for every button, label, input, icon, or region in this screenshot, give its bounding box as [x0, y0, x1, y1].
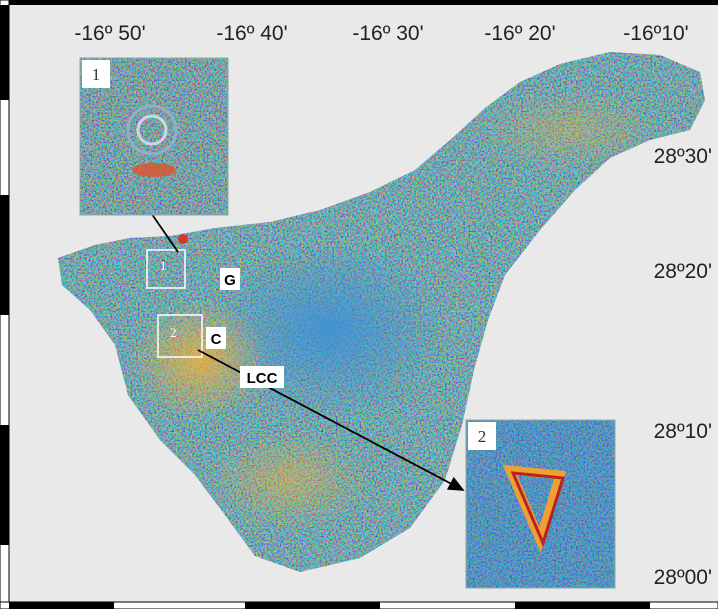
- longitude-label: -16º 50': [74, 22, 145, 45]
- zoom-box-label: 1: [160, 258, 167, 273]
- longitude-label: -16º 30': [352, 22, 423, 45]
- inset-label: 1: [92, 65, 101, 84]
- site-label: C: [211, 331, 222, 348]
- latitude-label: 28º20': [654, 260, 712, 283]
- latitude-label: 28º00': [654, 566, 712, 589]
- inset-label: 2: [478, 427, 487, 446]
- site-label: G: [224, 272, 236, 289]
- latitude-label: 28º10': [654, 420, 712, 443]
- marker: [178, 234, 188, 244]
- longitude-label: -16º10': [623, 22, 688, 45]
- page: 1 2 G C LCC 1 2 -16º 50' -16º 40' -16º 30'…: [0, 0, 718, 609]
- latitude-label: 28º30': [654, 145, 712, 168]
- site-label: LCC: [247, 370, 278, 387]
- zoom-box-label: 2: [170, 325, 177, 340]
- map: 1 2 G C LCC 1 2 -16º 50' -16º 40' -16º 30'…: [0, 0, 718, 609]
- longitude-label: -16º 40': [216, 22, 287, 45]
- longitude-label: -16º 20': [484, 22, 555, 45]
- inset: 2: [466, 420, 615, 588]
- inset: 1: [80, 58, 228, 215]
